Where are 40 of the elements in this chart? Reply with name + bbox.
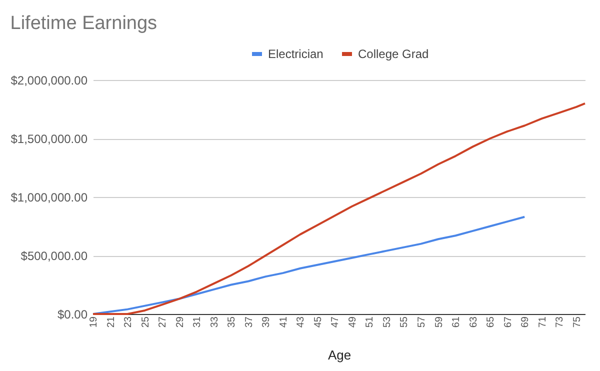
x-tick-label: 47 [330,316,342,328]
x-tick-label: 39 [261,316,272,328]
x-tick-label: 61 [451,316,462,328]
x-tick-label: 49 [347,316,358,328]
x-tick-label: 53 [382,316,393,328]
x-tick-label: 59 [434,316,445,328]
chart-title: Lifetime Earnings [10,13,158,34]
x-tick-label: 23 [123,316,134,328]
x-tick-label: 37 [244,316,255,328]
x-tick-label: 67 [502,316,514,328]
y-tick-label: $1,000,000.00 [10,190,88,204]
x-tick-label: 71 [537,316,548,328]
x-tick-label: 73 [554,316,566,328]
legend-label: Electrician [268,47,324,61]
x-tick-label: 19 [88,316,100,328]
x-tick-label: 57 [416,316,428,328]
x-tick-label: 69 [520,316,532,328]
x-tick-label: 35 [226,316,238,328]
x-tick-label: 25 [140,316,152,328]
y-tick-label: $1,500,000.00 [10,132,88,146]
x-tick-label: 31 [192,316,204,328]
x-tick-label: 63 [468,316,480,328]
x-axis-title: Age [328,348,352,363]
x-tick-label: 21 [106,316,117,328]
x-tick-label: 51 [364,316,376,328]
x-tick-label: 45 [312,316,324,328]
y-tick-label: $0.00 [57,308,88,322]
y-tick-label: $500,000.00 [20,249,88,263]
x-tick-label: 75 [572,316,583,328]
line-series [92,216,526,315]
legend-label: College Grad [358,47,429,61]
x-tick-label: 65 [486,316,497,328]
x-tick-label: 55 [399,316,410,328]
x-tick-label: 27 [158,316,169,328]
x-tick-label: 29 [174,316,186,328]
x-tick-label: 43 [296,316,307,328]
line-series [92,102,586,315]
x-tick-label: 33 [209,316,220,328]
y-tick-label: $2,000,000.00 [10,74,88,88]
x-tick-label: 41 [278,316,290,328]
